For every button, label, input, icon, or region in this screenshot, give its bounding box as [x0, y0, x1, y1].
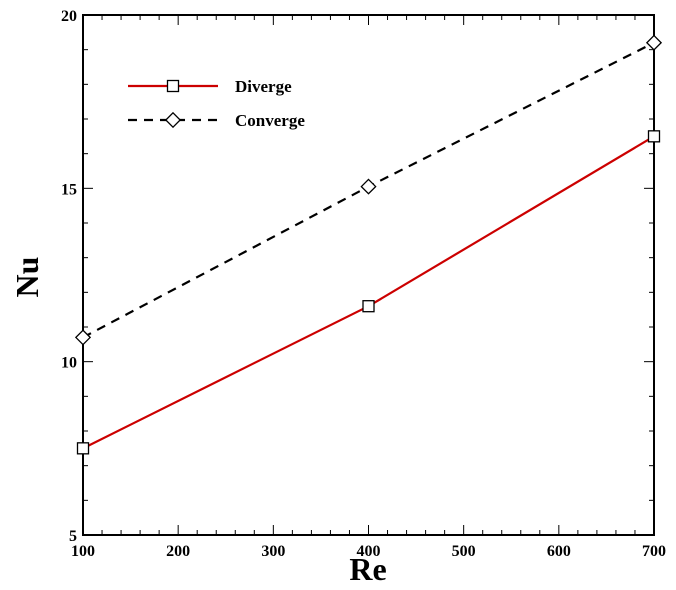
x-tick-label: 600	[547, 543, 571, 560]
x-tick-label: 200	[166, 543, 190, 560]
y-tick-label: 20	[61, 8, 77, 25]
series-markers	[74, 34, 663, 455]
legend-swatch-diverge	[128, 79, 218, 93]
x-tick-label: 500	[452, 543, 476, 560]
legend-marker-converge	[164, 111, 182, 129]
plot-area	[82, 14, 655, 536]
x-tick-label: 700	[642, 543, 666, 560]
plot-border	[82, 14, 655, 536]
series-lines	[82, 41, 655, 450]
axis-ticks	[82, 14, 655, 536]
data-point-diverge	[647, 130, 661, 143]
legend-label-diverge: Diverge	[235, 77, 292, 96]
data-point-converge	[360, 178, 377, 195]
y-tick-label: 10	[61, 355, 77, 372]
legend: Diverge Converge	[128, 77, 305, 130]
data-point-converge	[645, 34, 663, 51]
y-tick-label: 5	[69, 528, 77, 545]
x-tick-label: 300	[261, 543, 285, 560]
data-point-diverge	[362, 300, 375, 313]
legend-marker-diverge	[166, 79, 180, 93]
x-tick-label: 100	[71, 543, 95, 560]
data-point-diverge	[76, 442, 90, 455]
legend-swatch-converge	[128, 111, 218, 129]
tick-labels: 100 200 300 400 500 600 700 5 10 15 20	[61, 8, 666, 560]
x-axis-title: Re	[349, 551, 386, 587]
x-tick-label: 400	[357, 543, 381, 560]
y-tick-label: 15	[61, 181, 77, 198]
legend-label-converge: Converge	[235, 111, 305, 130]
y-axis-title: Nu	[9, 257, 45, 298]
data-point-converge	[74, 329, 92, 346]
